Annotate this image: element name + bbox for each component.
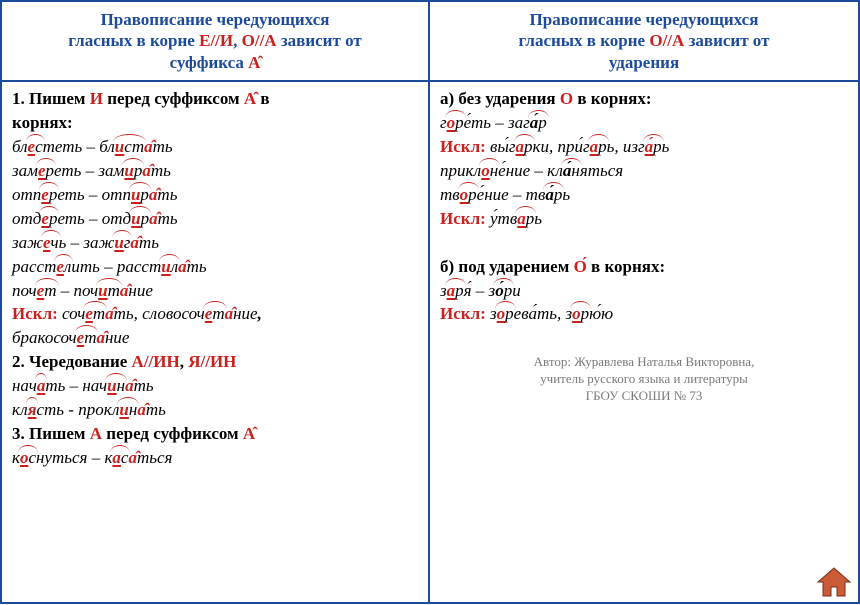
pair-4: отдереть – отдира̂ть [12, 208, 418, 231]
hdr-text: суффикса [170, 53, 249, 72]
hdr-text: О//А [649, 31, 684, 50]
pair-5: зажечь – зажига̂ть [12, 232, 418, 255]
excl-1b: бракосочета̂ние [12, 327, 418, 350]
pair-b1: заря́ – зо́ри [440, 280, 848, 303]
excl-1: Искл: сочета̂ть, словосочета̂ние, [12, 303, 418, 326]
pair-1: блестеть – блиста̂ть [12, 136, 418, 159]
pair-7: почет – почита̂ние [12, 280, 418, 303]
pair-10: коснуться – каса̂ться [12, 447, 418, 470]
hdr-text: гласных в корне [519, 31, 650, 50]
right-header: Правописание чередующихся гласных в корн… [430, 2, 858, 82]
hdr-text: Правописание чередующихся [530, 10, 759, 29]
rule-a: а) без ударения О в корнях: [440, 88, 848, 111]
left-body: 1. Пишем И перед суффиксом А̂ в корнях: … [2, 82, 428, 602]
hdr-text: А̂ [248, 53, 260, 72]
pair-a1: горе́ть – зага́р [440, 112, 848, 135]
rule-b: б) под ударением О́ в корнях: [440, 256, 848, 279]
rule-3: 3. Пишем А перед суффиксом А̂ [12, 423, 418, 446]
right-column: Правописание чередующихся гласных в корн… [430, 2, 858, 602]
hdr-text: О//А [242, 31, 277, 50]
left-header: Правописание чередующихся гласных в корн… [2, 2, 428, 82]
left-column: Правописание чередующихся гласных в корн… [2, 2, 430, 602]
excl-b: Искл: у́тварь [440, 208, 848, 231]
pair-6: расстелить – расстила̂ть [12, 256, 418, 279]
hdr-text: , [233, 31, 242, 50]
pair-3: отпереть – отпира̂ть [12, 184, 418, 207]
pair-8: начать – начина̂ть [12, 375, 418, 398]
pair-9: клясть - проклина̂ть [12, 399, 418, 422]
hdr-text: зависит от [684, 31, 769, 50]
excl-c: Искл: зорева́ть, зорю́ю [440, 303, 848, 326]
hdr-text: Правописание чередующихся [101, 10, 330, 29]
pair-a2: приклоне́ние – кла́няться [440, 160, 848, 183]
two-column-table: Правописание чередующихся гласных в корн… [0, 0, 860, 604]
excl-a: Искл: вы́гарки, при́гарь, изга́рь [440, 136, 848, 159]
home-icon[interactable] [816, 566, 852, 598]
rule-1b: корнях: [12, 112, 418, 135]
pair-2: замереть – замира̂ть [12, 160, 418, 183]
rule-1: 1. Пишем И перед суффиксом А̂ в [12, 88, 418, 111]
pair-a3: творе́ние – тва́рь [440, 184, 848, 207]
right-body: а) без ударения О в корнях: горе́ть – за… [430, 82, 858, 602]
hdr-text: ударения [609, 53, 679, 72]
author-credit: Автор: Журавлева Наталья Викторовна, учи… [440, 354, 848, 405]
hdr-text: Е//И [199, 31, 233, 50]
hdr-text: гласных в корне [68, 31, 199, 50]
hdr-text: зависит от [277, 31, 362, 50]
rule-2: 2. Чередование А//ИН, Я//ИН [12, 351, 418, 374]
